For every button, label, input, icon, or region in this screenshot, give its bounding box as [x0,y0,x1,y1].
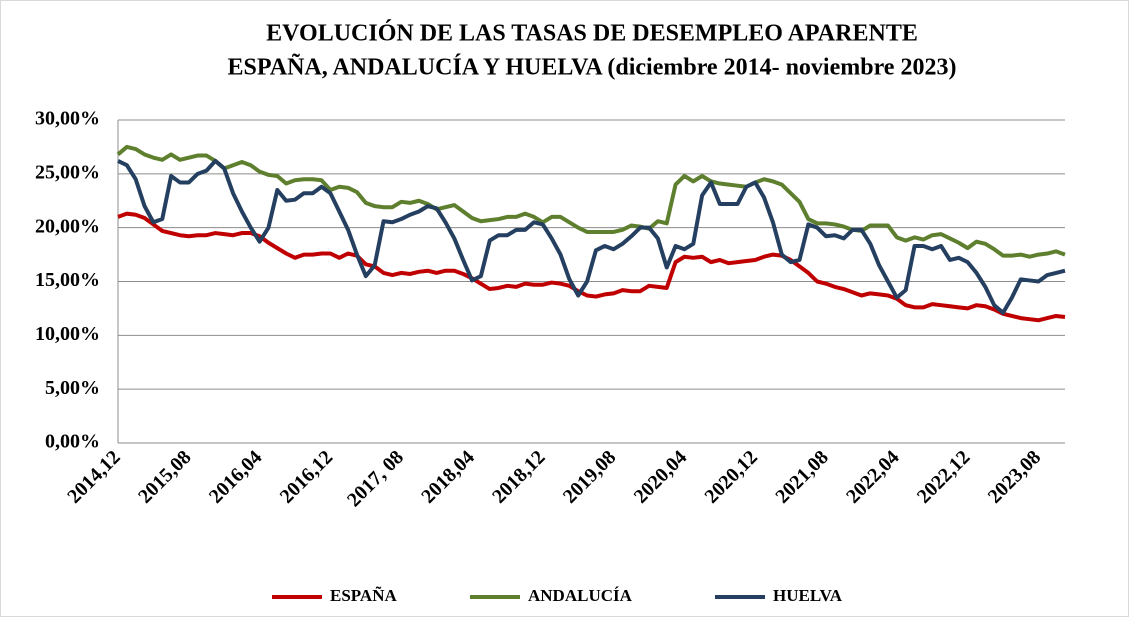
y-tick-label: 25,00% [35,161,100,183]
legend-label: ESPAÑA [330,586,397,605]
legend-label: ANDALUCÍA [528,586,633,605]
y-tick-label: 10,00% [35,323,100,345]
y-tick-label: 30,00% [35,108,100,130]
y-tick-label: 0,00% [45,431,100,453]
line-series [116,144,1066,259]
chart-subtitle: ESPAÑA, ANDALUCÍA Y HUELVA (diciembre 20… [228,55,957,81]
line-series [117,158,1066,315]
y-tick-label: 5,00% [45,377,100,399]
y-tick-label: 15,00% [35,269,100,291]
legend-label: HUELVA [773,586,843,605]
line-series [117,211,1066,323]
chart-title: EVOLUCIÓN DE LAS TASAS DE DESEMPLEO APAR… [266,20,918,47]
y-tick-label: 20,00% [35,215,100,237]
